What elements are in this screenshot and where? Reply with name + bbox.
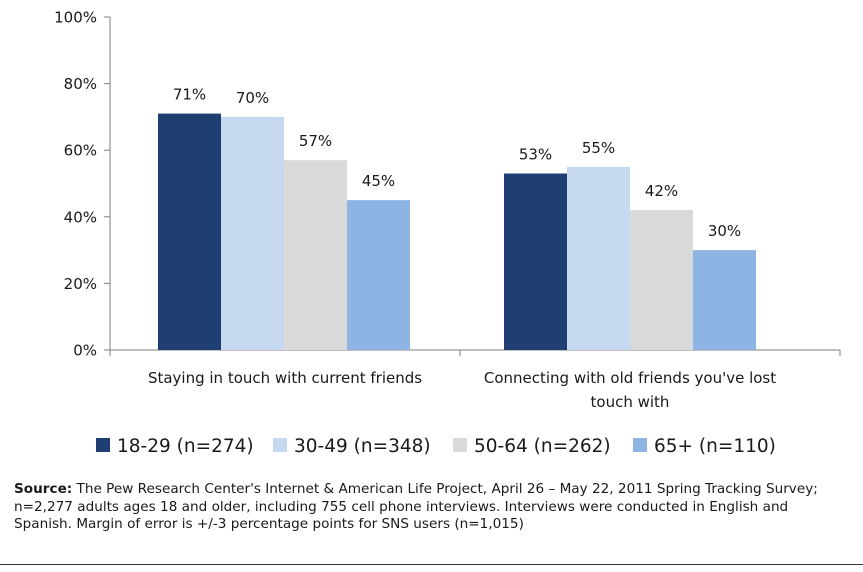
- legend-label: 50-64 (n=262): [474, 436, 611, 457]
- bar-65+-1: [693, 250, 756, 350]
- y-tick-label: 100%: [54, 9, 97, 27]
- category-label: touch with: [591, 393, 670, 411]
- bar-18-29-0: [158, 113, 221, 350]
- data-label: 53%: [519, 146, 552, 164]
- axes: 0% 20% 40% 60% 80% 100% Staying in touch with …: [54, 9, 841, 411]
- data-label: 45%: [362, 172, 395, 190]
- source-note: Source: The Pew Research Center's Intern…: [14, 481, 850, 534]
- data-label: 55%: [582, 139, 615, 157]
- bottom-divider: [0, 564, 863, 565]
- category-label: Connecting with old friends you've lost: [484, 369, 776, 387]
- legend-swatch-30-49: [273, 438, 287, 452]
- legend-label: 30-49 (n=348): [294, 436, 431, 457]
- source-text: The Pew Research Center's Internet & Ame…: [14, 481, 818, 532]
- bar-18-29-1: [504, 173, 567, 350]
- bar-50-64-0: [284, 160, 347, 350]
- legend: 18-29 (n=274) 30-49 (n=348) 50-64 (n=262) 6…: [96, 436, 776, 457]
- y-tick-label: 80%: [64, 75, 97, 93]
- data-label: 70%: [236, 89, 269, 107]
- bar-30-49-1: [567, 166, 630, 350]
- data-label: 30%: [708, 222, 741, 240]
- data-labels: 71% 53% 70% 55% 57% 42% 45% 30%: [173, 86, 741, 241]
- y-tick-label: 60%: [64, 142, 97, 160]
- bars: [158, 113, 756, 351]
- data-label: 71%: [173, 86, 206, 104]
- source-label: Source:: [14, 481, 73, 497]
- bar-50-64-1: [630, 210, 693, 350]
- legend-label: 18-29 (n=274): [117, 436, 254, 457]
- category-label: Staying in touch with current friends: [148, 369, 422, 387]
- y-tick-label: 40%: [64, 208, 97, 226]
- legend-swatch-65+: [633, 438, 647, 452]
- legend-label: 65+ (n=110): [654, 436, 776, 457]
- legend-swatch-18-29: [96, 438, 110, 452]
- legend-swatch-50-64: [453, 438, 467, 452]
- data-label: 42%: [645, 182, 678, 200]
- bar-30-49-0: [221, 116, 284, 351]
- bar-65+-0: [347, 200, 410, 350]
- y-tick-label: 20%: [64, 275, 97, 293]
- y-tick-label: 0%: [73, 342, 97, 360]
- data-label: 57%: [299, 132, 332, 150]
